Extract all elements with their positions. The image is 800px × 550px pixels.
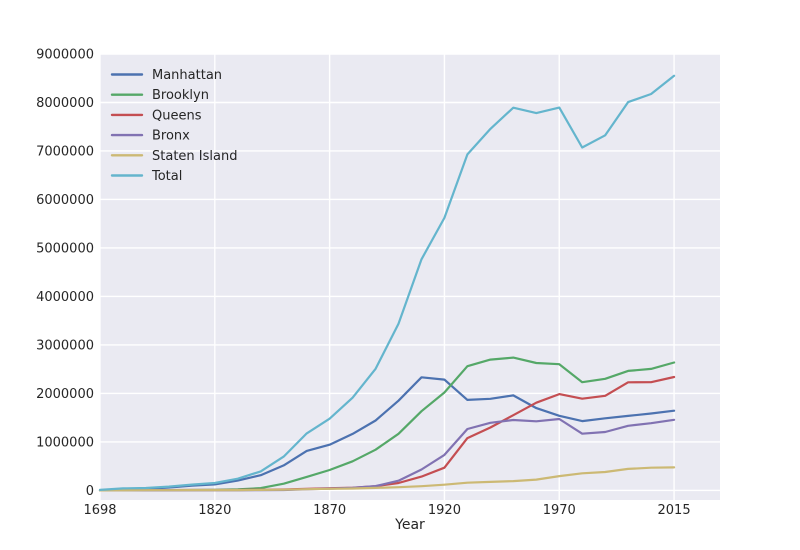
legend-item-queens: Queens xyxy=(110,108,202,123)
y-tick-label: 7000000 xyxy=(36,144,94,159)
x-tick-label: 1698 xyxy=(83,503,116,518)
legend: Manhattan Brooklyn Queens Bronx Staten Islan… xyxy=(110,68,237,184)
series-line-manhattan xyxy=(98,376,676,492)
legend-label-total: Total xyxy=(151,169,182,184)
legend-item-brooklyn: Brooklyn xyxy=(110,88,209,103)
series-line-staten-island xyxy=(98,466,676,492)
y-tick-label: 5000000 xyxy=(36,241,94,256)
legend-item-bronx: Bronx xyxy=(110,129,190,144)
y-tick-label: 8000000 xyxy=(36,96,94,111)
legend-label-bronx: Bronx xyxy=(152,129,190,144)
y-tick-label: 9000000 xyxy=(36,48,94,63)
legend-label-manhattan: Manhattan xyxy=(152,68,222,83)
series-line-total xyxy=(98,74,676,491)
x-tick-label: 1820 xyxy=(198,503,231,518)
x-tick-label: 1870 xyxy=(313,503,346,518)
x-tick-label: 2015 xyxy=(658,503,691,518)
legend-label-staten-island: Staten Island xyxy=(152,149,237,164)
y-tick-label: 1000000 xyxy=(36,435,94,450)
legend-item-total: Total xyxy=(110,169,182,184)
legend-label-queens: Queens xyxy=(152,108,202,123)
y-tick-label: 2000000 xyxy=(36,387,94,402)
x-tick-label: 1970 xyxy=(543,503,576,518)
x-axis-title: Year xyxy=(395,517,425,533)
axes-background xyxy=(100,54,720,500)
y-tick-label: 6000000 xyxy=(36,193,94,208)
y-tick-label: 3000000 xyxy=(36,338,94,353)
y-tick-label: 0 xyxy=(86,484,94,499)
legend-item-staten-island: Staten Island xyxy=(110,149,237,164)
y-tick-label: 4000000 xyxy=(36,290,94,305)
x-tick-label: 1920 xyxy=(428,503,461,518)
legend-label-brooklyn: Brooklyn xyxy=(152,88,209,103)
legend-item-manhattan: Manhattan xyxy=(110,68,222,83)
